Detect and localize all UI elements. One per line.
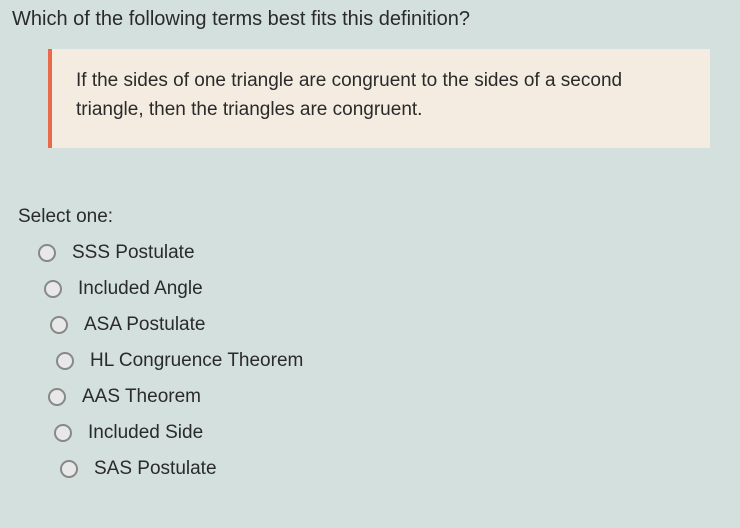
radio-button[interactable] <box>38 244 56 262</box>
option-item: SSS Postulate <box>38 242 740 264</box>
option-label[interactable]: Included Angle <box>78 278 203 300</box>
option-label[interactable]: Included Side <box>88 422 203 444</box>
option-label[interactable]: HL Congruence Theorem <box>90 350 303 372</box>
option-label[interactable]: ASA Postulate <box>84 314 205 336</box>
definition-box: If the sides of one triangle are congrue… <box>48 49 710 148</box>
select-one-label: Select one: <box>18 206 740 228</box>
radio-button[interactable] <box>54 424 72 442</box>
question-prompt: Which of the following terms best fits t… <box>0 0 740 49</box>
option-label[interactable]: SSS Postulate <box>72 242 195 264</box>
option-label[interactable]: AAS Theorem <box>82 386 201 408</box>
options-list: SSS Postulate Included Angle ASA Postula… <box>38 242 740 480</box>
radio-button[interactable] <box>44 280 62 298</box>
option-label[interactable]: SAS Postulate <box>94 458 217 480</box>
radio-button[interactable] <box>60 460 78 478</box>
radio-button[interactable] <box>48 388 66 406</box>
definition-text: If the sides of one triangle are congrue… <box>76 67 686 124</box>
option-item: Included Side <box>54 422 740 444</box>
radio-button[interactable] <box>50 316 68 334</box>
radio-button[interactable] <box>56 352 74 370</box>
option-item: ASA Postulate <box>50 314 740 336</box>
option-item: Included Angle <box>44 278 740 300</box>
option-item: SAS Postulate <box>60 458 740 480</box>
option-item: AAS Theorem <box>48 386 740 408</box>
option-item: HL Congruence Theorem <box>56 350 740 372</box>
